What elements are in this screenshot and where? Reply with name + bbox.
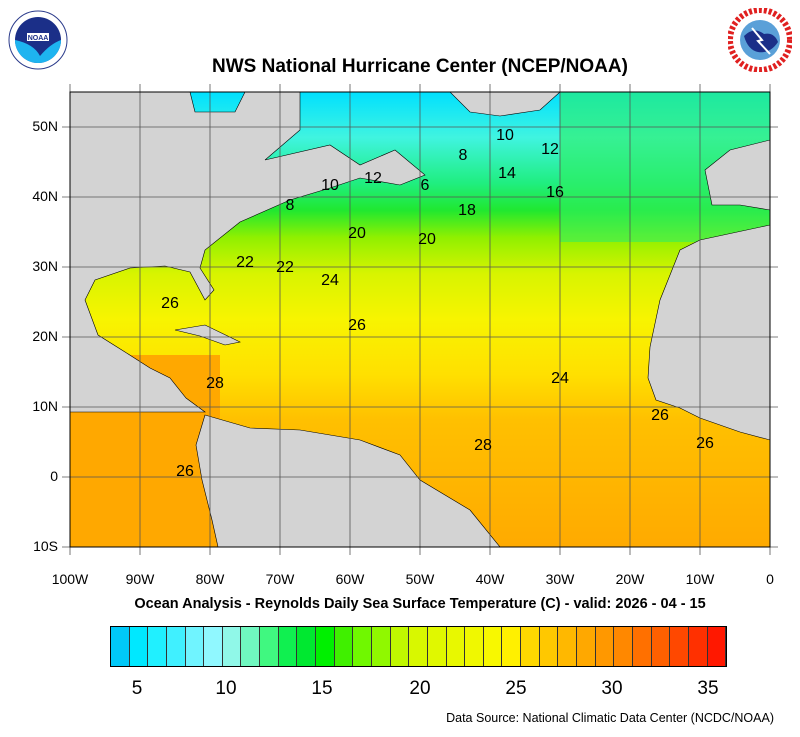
contour-label: 18 [458, 202, 476, 219]
colorbar-swatch [577, 627, 596, 666]
contour-label: 26 [176, 463, 194, 480]
contour-label: 26 [348, 317, 366, 334]
land-europe [704, 139, 770, 211]
colorbar-swatch [465, 627, 484, 666]
contour-label: 10 [321, 177, 339, 194]
lon-tick-label: 10W [685, 571, 715, 587]
contour-label: 26 [651, 407, 669, 424]
contour-label: 8 [459, 147, 468, 164]
lon-tick-label: 60W [335, 571, 365, 587]
colorbar-swatch [166, 627, 186, 666]
lat-tick-label: 20N [32, 328, 58, 344]
colorbar-label: 30 [601, 678, 623, 699]
contour-label: 24 [551, 370, 569, 387]
colorbar-swatch [651, 627, 671, 666]
colorbar-swatch [409, 627, 428, 666]
noaa-logo: NOAA [8, 10, 68, 70]
colorbar-swatch [558, 627, 578, 666]
colorbar-swatch [353, 627, 372, 666]
contour-label: 24 [321, 272, 339, 289]
colorbar-label: 35 [697, 678, 719, 699]
contour-label: 8 [286, 197, 295, 214]
colorbar-swatch [316, 627, 335, 666]
sst-map: 10 12 8 14 16 10 12 6 8 18 20 20 22 22 24 26 26 24 28 28 26 2… [62, 84, 778, 555]
colorbar-swatch [222, 627, 242, 666]
contour-label: 28 [206, 375, 224, 392]
colorbar [110, 626, 727, 667]
colorbar-swatch [483, 627, 503, 666]
colorbar-swatch [632, 627, 652, 666]
lat-tick-label: 10N [32, 398, 58, 414]
land-greenland [449, 92, 561, 117]
lon-tick-label: 30W [545, 571, 575, 587]
colorbar-swatch [614, 627, 633, 666]
land-south-america [195, 414, 501, 547]
land-cuba [174, 324, 241, 346]
colorbar-label: 25 [505, 678, 527, 699]
lon-tick-label: 0 [766, 571, 774, 587]
colorbar-swatch [521, 627, 540, 666]
contour-label: 26 [696, 435, 714, 452]
lon-tick-label: 40W [475, 571, 505, 587]
colorbar-swatch [371, 627, 391, 666]
lat-tick-label: 0 [50, 468, 58, 484]
contour-label: 12 [541, 141, 559, 158]
colorbar-label: 20 [409, 678, 431, 699]
nws-logo [727, 7, 793, 73]
map-subtitle: Ocean Analysis - Reynolds Daily Sea Surf… [134, 596, 706, 612]
colorbar-swatch [278, 627, 298, 666]
chart-title: NWS National Hurricane Center (NCEP/NOAA… [212, 56, 628, 77]
contour-label: 26 [161, 295, 179, 312]
svg-text:NOAA: NOAA [28, 35, 49, 42]
colorbar-swatch [502, 627, 522, 666]
data-source: Data Source: National Climatic Data Cent… [446, 711, 774, 725]
contour-label: 20 [348, 225, 366, 242]
lat-tick-label: 30N [32, 258, 58, 274]
colorbar-swatch [241, 627, 261, 666]
colorbar-swatch [129, 627, 149, 666]
colorbar-swatch [688, 627, 708, 666]
colorbar-swatch [427, 627, 447, 666]
lat-tick-label: 10S [33, 538, 58, 554]
colorbar-label: 5 [131, 678, 143, 699]
colorbar-swatch [260, 627, 279, 666]
lon-tick-label: 90W [125, 571, 155, 587]
contour-label: 20 [418, 231, 436, 248]
colorbar-swatch [670, 627, 689, 666]
colorbar-swatch [297, 627, 317, 666]
contour-label: 22 [276, 259, 294, 276]
land-north-america [70, 92, 426, 413]
colorbar-swatch [539, 627, 559, 666]
contour-label: 16 [546, 184, 564, 201]
contour-label: 22 [236, 254, 254, 271]
contour-label: 6 [421, 177, 430, 194]
contour-label: 12 [364, 170, 382, 187]
contour-label: 14 [498, 165, 516, 182]
colorbar-swatch [204, 627, 223, 666]
colorbar-swatch [446, 627, 466, 666]
colorbar-swatch [185, 627, 205, 666]
lon-tick-label: 70W [265, 571, 295, 587]
colorbar-swatch [148, 627, 167, 666]
colorbar-swatch [595, 627, 615, 666]
contour-label: 10 [496, 127, 514, 144]
colorbar-label: 15 [311, 678, 333, 699]
colorbar-swatch [111, 627, 130, 666]
lon-tick-label: 20W [615, 571, 645, 587]
colorbar-swatch [390, 627, 410, 666]
land-africa [647, 224, 770, 441]
lon-tick-label: 80W [195, 571, 225, 587]
lat-tick-label: 50N [32, 118, 58, 134]
lon-tick-label: 100W [51, 571, 89, 587]
contour-label: 28 [474, 437, 492, 454]
colorbar-label: 10 [215, 678, 237, 699]
lat-tick-label: 40N [32, 188, 58, 204]
lon-tick-label: 50W [405, 571, 435, 587]
colorbar-swatch [707, 627, 727, 666]
colorbar-swatch [334, 627, 354, 666]
